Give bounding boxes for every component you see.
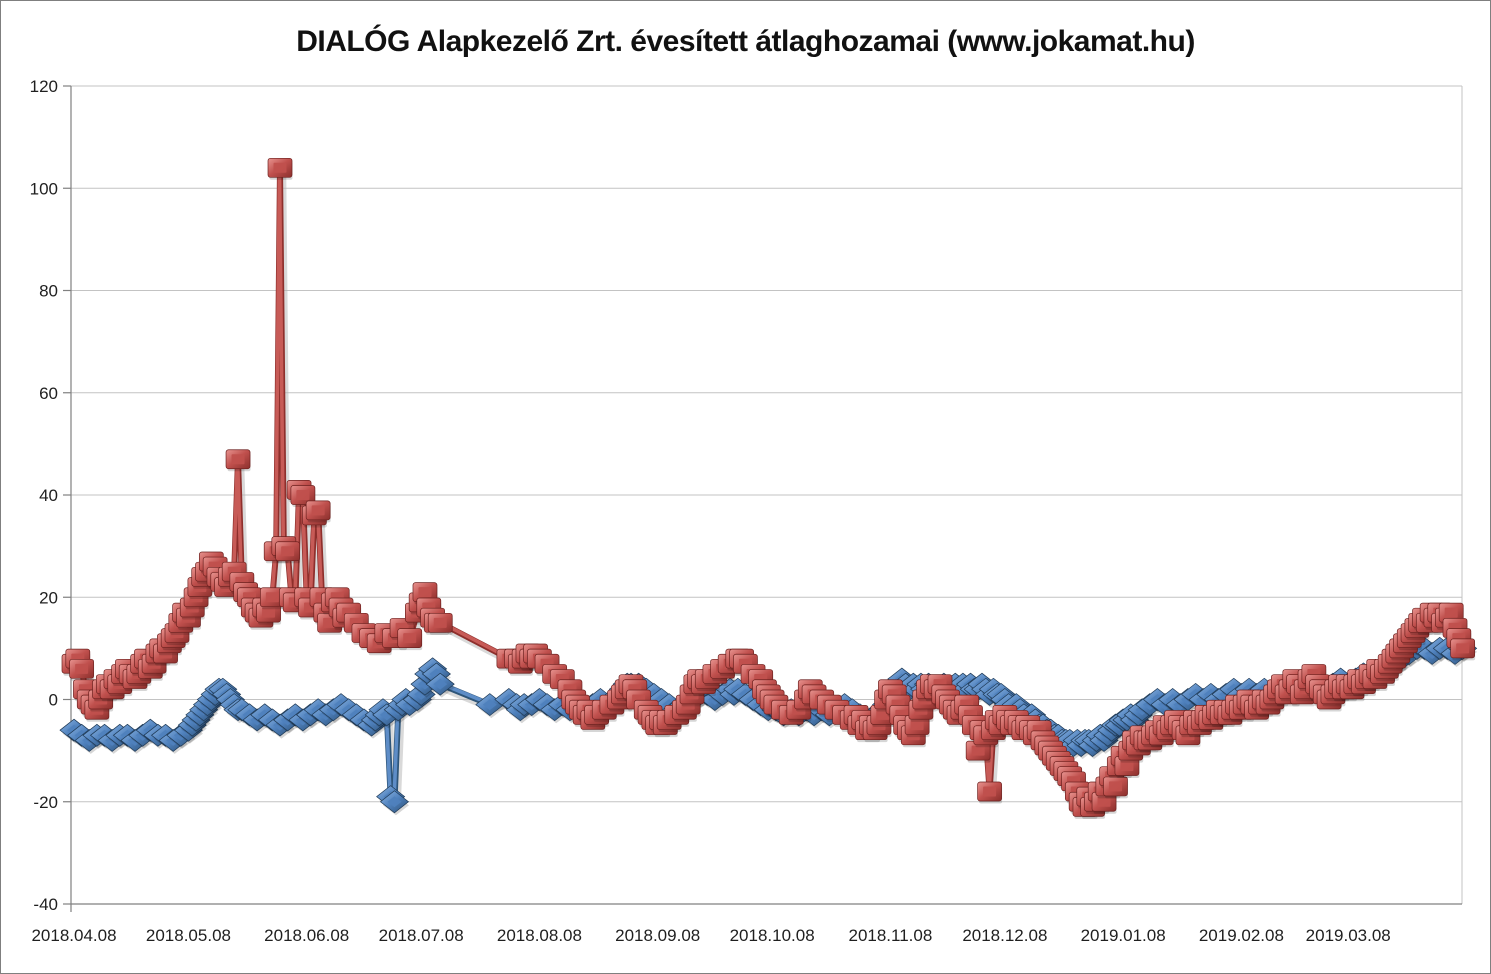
x-tick-label: 2018.08.08 <box>497 926 582 945</box>
marker-face <box>1120 760 1134 771</box>
x-axis-labels: 2018.04.08 2018.05.08 2018.06.08 2018.07.08… <box>31 926 1390 945</box>
marker-face <box>433 617 447 628</box>
x-tick-label: 2019.02.08 <box>1199 926 1284 945</box>
x-tick-label: 2018.04.08 <box>31 926 116 945</box>
y-tick-label: 100 <box>30 179 58 198</box>
marker-face <box>311 505 325 516</box>
x-tick-label: 2018.05.08 <box>146 926 231 945</box>
marker-face <box>262 607 276 618</box>
blue-series-markers <box>59 636 1478 816</box>
x-tick-label: 2018.12.08 <box>962 926 1047 945</box>
marker-face <box>1456 643 1470 654</box>
axes <box>63 85 1462 912</box>
x-tick-label: 2018.09.08 <box>615 926 700 945</box>
x-tick-label: 2019.01.08 <box>1081 926 1166 945</box>
y-tick-label: 20 <box>39 588 58 607</box>
x-tick-label: 2018.06.08 <box>264 926 349 945</box>
chart-title: DIALÓG Alapkezelő Zrt. évesített átlagho… <box>296 25 1195 58</box>
marker-face <box>418 587 432 598</box>
y-tick-label: 0 <box>49 691 58 710</box>
marker-face <box>482 699 497 711</box>
y-tick-label: -20 <box>33 793 58 812</box>
y-tick-label: -40 <box>33 895 58 914</box>
marker-face <box>403 633 417 644</box>
marker-face <box>281 546 295 557</box>
y-tick-label: 60 <box>39 384 58 403</box>
marker-face <box>265 592 279 603</box>
red-series-markers <box>61 157 1476 819</box>
x-tick-label: 2018.10.08 <box>730 926 815 945</box>
marker-face <box>983 786 997 797</box>
x-tick-label: 2019.03.08 <box>1306 926 1391 945</box>
y-axis-labels: 120 100 80 60 40 20 0 -20 -40 <box>30 77 58 914</box>
marker-face <box>1444 607 1458 618</box>
marker-face <box>296 490 310 500</box>
y-tick-label: 40 <box>39 486 58 505</box>
marker-face <box>1097 796 1111 807</box>
y-tick-label: 120 <box>30 77 58 96</box>
marker-face <box>231 454 245 465</box>
marker-face <box>75 663 89 674</box>
x-tick-label: 2018.11.08 <box>848 926 932 945</box>
marker-face <box>387 796 402 808</box>
marker-face <box>910 720 924 731</box>
marker-face <box>971 745 985 756</box>
x-tick-label: 2018.07.08 <box>379 926 464 945</box>
marker-face <box>1108 781 1122 792</box>
marker-face <box>273 162 287 173</box>
y-tick-label: 80 <box>39 282 58 301</box>
marker-face <box>433 678 448 690</box>
